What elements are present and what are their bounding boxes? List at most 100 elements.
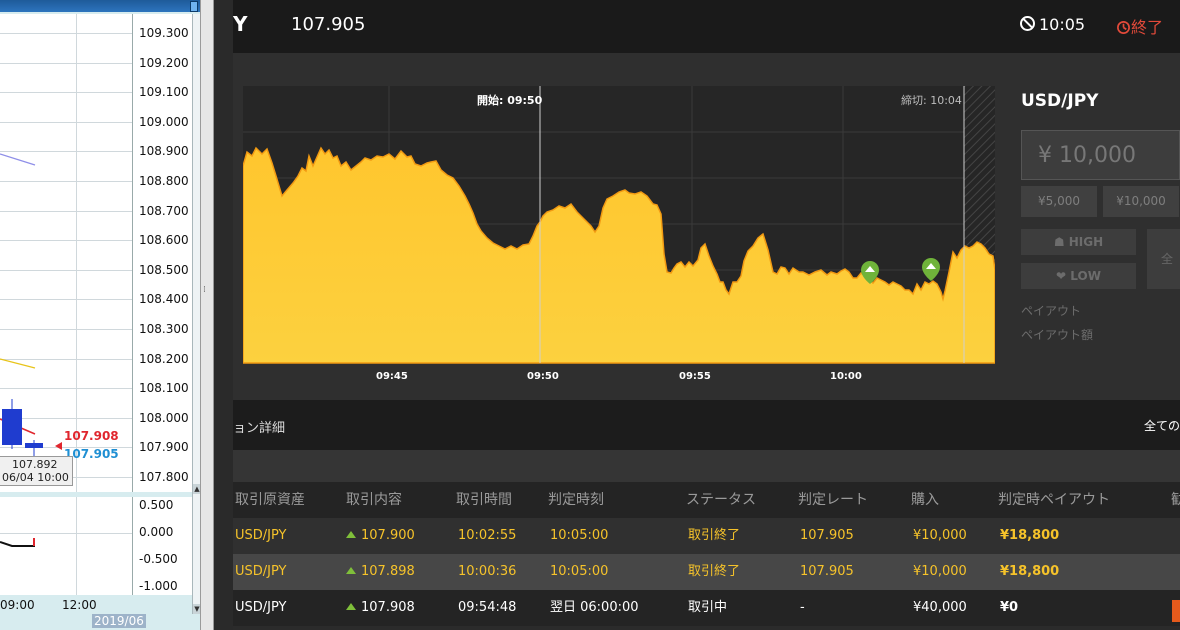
low-label: LOW xyxy=(1070,269,1101,283)
position-detail-bar: ョン詳細 全ての xyxy=(233,400,1180,450)
history-clock-icon xyxy=(1117,21,1130,34)
table-row[interactable]: USD/JPY 107.908 09:54:48 翌日 06:00:00 取引中… xyxy=(233,590,1180,626)
header-time: 10:05 xyxy=(1020,15,1085,34)
price-axis-label: 107.800 xyxy=(139,470,189,484)
payout-amount-label: ペイアウト額 xyxy=(1021,328,1094,342)
table-row[interactable]: USD/JPY 107.900 10:02:55 10:05:00 取引終了 1… xyxy=(233,518,1180,554)
detail-title: ョン詳細 xyxy=(233,421,286,436)
sub-axis-label: -1.000 xyxy=(139,579,178,593)
cell-asset: USD/JPY xyxy=(235,528,287,543)
cell-judge-time: 翌日 06:00:00 xyxy=(550,600,639,615)
header-pair: Y xyxy=(233,12,248,36)
grid-line xyxy=(0,358,132,360)
cell-purchase: ¥10,000 xyxy=(913,528,967,543)
time-label: 12:00 xyxy=(62,598,97,612)
col-header: 勧 xyxy=(1171,492,1180,508)
cell-judge-rate: 107.905 xyxy=(800,528,854,543)
app-header: Y 107.905 10:05 終了 xyxy=(233,0,1180,53)
sub-axis-label: 0.000 xyxy=(139,525,174,539)
grid-line xyxy=(0,181,132,182)
bid-marker-icon xyxy=(55,442,62,450)
deadline-label: 締切: 10:04 xyxy=(901,93,962,107)
amount-input[interactable]: ¥ 10,000 xyxy=(1021,130,1180,180)
header-time-value: 10:05 xyxy=(1039,15,1086,34)
cell-status: 取引中 xyxy=(688,600,728,615)
price-axis-label: 108.900 xyxy=(139,144,189,159)
time-tick: 09:50 xyxy=(527,371,559,382)
end-label: 終了 xyxy=(1131,18,1164,37)
cell-payout: ¥0 xyxy=(1000,600,1019,615)
col-header: 取引時間 xyxy=(456,492,512,508)
sub-axis-label: -0.500 xyxy=(139,552,178,566)
up-arrow-icon xyxy=(346,567,356,574)
cell-purchase: ¥40,000 xyxy=(913,600,967,615)
amount-10000-button[interactable]: ¥10,000 xyxy=(1103,186,1179,217)
col-header: ステータス xyxy=(686,492,756,508)
time-label: 09:00 xyxy=(0,598,35,612)
action-button[interactable] xyxy=(1172,600,1180,622)
cell-status: 取引終了 xyxy=(688,564,741,579)
grid-line xyxy=(0,151,132,153)
sub-axis: 0.500 0.000 -0.500 -1.000 xyxy=(132,497,193,595)
high-button[interactable]: ☗ HIGH xyxy=(1021,229,1136,255)
scroll-down-icon[interactable]: ▼ xyxy=(193,604,201,614)
cell-judge-time: 10:05:00 xyxy=(550,528,609,543)
grid-line xyxy=(0,240,132,242)
cell-judge-rate: 107.905 xyxy=(800,564,854,579)
time-tick: 09:55 xyxy=(679,371,711,382)
cell-payout: ¥18,800 xyxy=(1000,528,1060,543)
grip-icon: ⁞ xyxy=(203,285,206,295)
date-label: 2019/06 xyxy=(92,614,146,628)
vertical-scrollbar[interactable]: ▲ ▼ xyxy=(192,14,201,614)
grid-line xyxy=(0,299,132,301)
end-button[interactable]: 終了 xyxy=(1116,14,1163,38)
dark-border xyxy=(214,0,233,630)
cell-time: 10:02:55 xyxy=(458,528,517,543)
price-axis-label: 108.300 xyxy=(139,322,189,336)
sub-indicator-chart[interactable] xyxy=(0,497,132,595)
show-all-link[interactable]: 全ての xyxy=(1144,419,1180,433)
indicator-line xyxy=(0,538,35,547)
entry-marker-icon xyxy=(922,258,940,281)
table-header: 取引原資産 取引内容 取引時間 判定時刻 ステータス 判定レート 購入 判定時ペ… xyxy=(233,482,1180,518)
chart-title-bar xyxy=(0,0,200,12)
col-header: 取引原資産 xyxy=(235,492,305,508)
price-axis-label: 109.300 xyxy=(139,26,189,40)
grid-line xyxy=(0,533,132,534)
table-row[interactable]: USD/JPY 107.898 10:00:36 10:05:00 取引終了 1… xyxy=(233,554,1180,590)
buy-button[interactable]: 全 xyxy=(1147,229,1180,289)
price-area-chart[interactable]: 開始: 09:50 締切: 10:04 09:45 09:50 09:55 10… xyxy=(243,86,995,416)
cell-judge-rate: - xyxy=(800,600,805,615)
high-label: HIGH xyxy=(1068,235,1104,249)
grid-line xyxy=(0,447,132,449)
bid-price-tag: 107.908 xyxy=(64,429,119,443)
price-axis-label: 109.000 xyxy=(139,114,189,129)
window-control-icon[interactable] xyxy=(190,1,198,12)
sub-axis-label: 0.500 xyxy=(139,498,174,512)
low-button[interactable]: ❤ LOW xyxy=(1021,263,1136,289)
ma-line-yellow xyxy=(0,358,36,369)
grid-line xyxy=(0,269,132,271)
scroll-up-icon[interactable]: ▲ xyxy=(193,484,201,494)
window-splitter[interactable]: ⁞ xyxy=(200,0,214,630)
col-header: 判定時刻 xyxy=(548,492,604,508)
low-arrow-icon: ❤ xyxy=(1056,269,1071,283)
price-axis-label: 107.900 xyxy=(139,440,189,455)
high-arrow-icon: ☗ xyxy=(1053,235,1069,249)
grid-line xyxy=(0,210,132,212)
price-axis: 109.300 109.200 109.100 109.000 108.900 108.8… xyxy=(132,14,193,492)
cell-purchase: ¥10,000 xyxy=(913,564,967,579)
cell-time: 10:00:36 xyxy=(458,564,517,579)
price-axis-label: 109.100 xyxy=(139,85,189,100)
amount-5000-button[interactable]: ¥5,000 xyxy=(1021,186,1097,217)
cell-entry-rate: 107.898 xyxy=(361,564,415,579)
main-price-chart[interactable]: 107.908 107.905 107.892 06/04 10:00 xyxy=(0,14,132,492)
entry-marker-icon xyxy=(861,261,879,284)
up-arrow-icon xyxy=(346,531,356,538)
grid-line xyxy=(0,92,132,94)
price-axis-label: 108.700 xyxy=(139,203,189,218)
time-tick: 10:00 xyxy=(830,371,862,382)
price-axis-label: 108.400 xyxy=(139,292,189,307)
price-axis-label: 108.500 xyxy=(139,262,189,277)
cell-asset: USD/JPY xyxy=(235,564,287,579)
